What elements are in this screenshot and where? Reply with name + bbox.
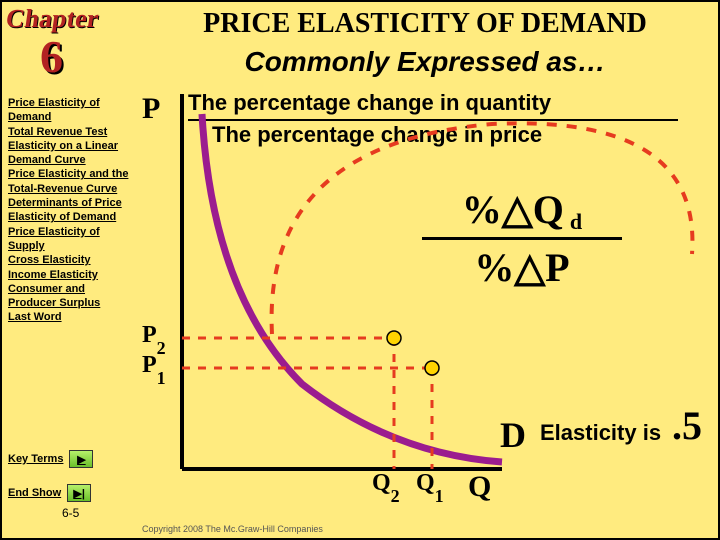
sidebar-item[interactable]: Income Elasticity: [8, 268, 136, 282]
sidebar-item[interactable]: Price Elasticity of Demand: [8, 96, 136, 125]
demand-chart: P The percentage change in quantity The …: [142, 84, 712, 514]
chapter-number: 6: [40, 30, 63, 83]
copyright: Copyright 2008 The Mc.Graw-Hill Companie…: [142, 524, 323, 534]
sidebar-item[interactable]: Elasticity on a Linear Demand Curve: [8, 139, 136, 168]
slide: Chapter 6 PRICE ELASTICITY OF DEMAND Com…: [0, 0, 720, 540]
sidebar-item[interactable]: Price Elasticity and the Total-Revenue C…: [8, 167, 136, 196]
key-terms-link[interactable]: Key Terms ▶: [8, 450, 93, 468]
sidebar-item[interactable]: Consumer and Producer Surplus: [8, 282, 136, 311]
play-icon[interactable]: ▶: [69, 450, 93, 468]
sidebar-item[interactable]: Cross Elasticity: [8, 253, 136, 267]
skip-end-icon[interactable]: ▶|: [67, 484, 91, 502]
sidebar-item[interactable]: Determinants of Price Elasticity of Dema…: [8, 196, 136, 225]
chart-svg: [142, 84, 712, 514]
key-terms-label: Key Terms: [8, 453, 63, 465]
end-show-link[interactable]: End Show ▶|: [8, 484, 91, 502]
end-show-label: End Show: [8, 487, 61, 499]
page-subtitle: Commonly Expressed as…: [142, 46, 708, 78]
chapter-badge: Chapter 6: [2, 2, 112, 102]
sidebar-item[interactable]: Last Word: [8, 310, 136, 324]
sidebar-item[interactable]: Price Elasticity of Supply: [8, 225, 136, 254]
sidebar-nav: Price Elasticity of Demand Total Revenue…: [8, 96, 136, 325]
slide-number: 6-5: [62, 506, 79, 520]
sidebar-item[interactable]: Total Revenue Test: [8, 125, 136, 139]
page-title: PRICE ELASTICITY OF DEMAND: [142, 8, 708, 40]
